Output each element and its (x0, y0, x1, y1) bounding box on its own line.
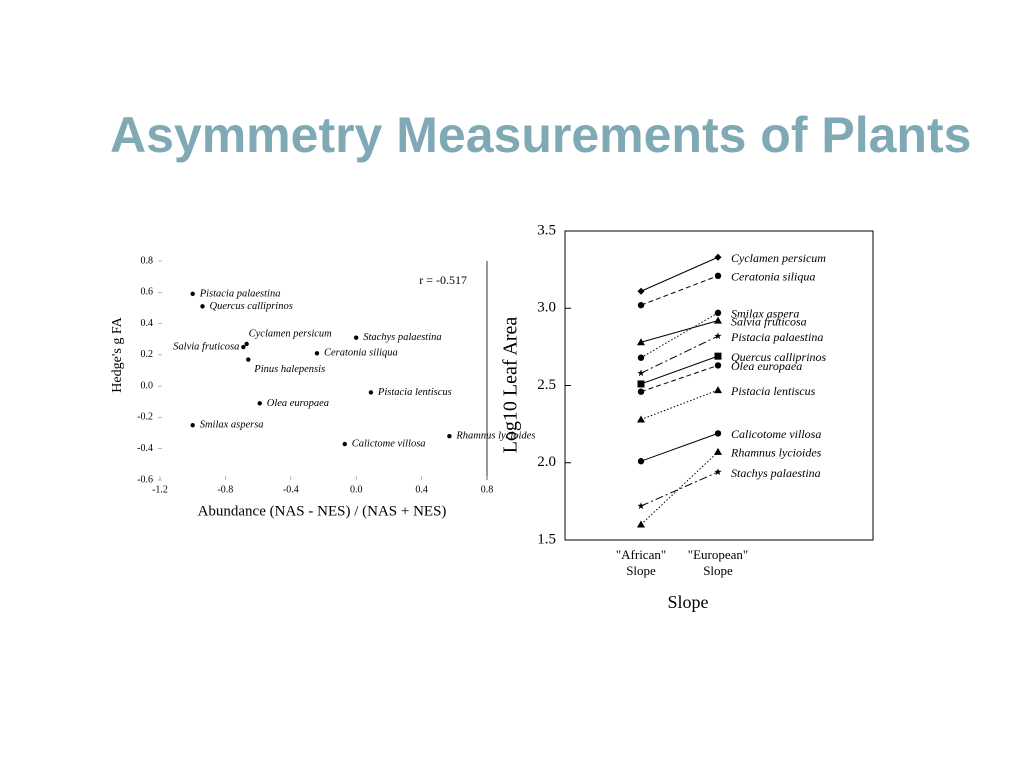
point (447, 434, 452, 439)
marker (714, 430, 722, 437)
y-tick-label: 2.0 (537, 454, 556, 470)
marker (637, 520, 645, 528)
slide-title: Asymmetry Measurements of Plants (110, 107, 971, 163)
x-tick-label: -1.2 (152, 484, 168, 495)
x-tick-label: 0.0 (350, 484, 363, 495)
point-label: Salvia fruticosa (173, 341, 239, 352)
y-axis-label: Log10 Leaf Area (500, 317, 522, 454)
marker (637, 388, 645, 395)
marker (714, 447, 722, 455)
x-tick-label: 0.8 (481, 484, 494, 495)
series-line (640, 471, 719, 507)
x-tick-label: 0.4 (415, 484, 428, 495)
point (246, 357, 251, 362)
marker (637, 338, 645, 346)
series-label: Olea europaea (731, 359, 802, 373)
y-tick-label: -0.6 (137, 474, 153, 485)
y-axis-label: Hedge's g FA (110, 316, 125, 392)
marker (714, 332, 722, 340)
x-axis-label: Slope (667, 592, 708, 612)
marker (637, 287, 645, 295)
point-label: Calictome villosa (352, 438, 426, 449)
series-label: Salvia fruticosa (731, 314, 807, 328)
series-line (640, 432, 719, 462)
x-tick-label: "European" Slope (688, 547, 748, 578)
marker (714, 272, 722, 280)
marker (714, 468, 722, 476)
series-label: Calicotome villosa (731, 427, 821, 441)
point-label: Cyclamen persicum (249, 328, 333, 339)
point-label: Olea europaea (267, 398, 329, 409)
point (314, 351, 320, 356)
point-label: Smilax aspersa (200, 420, 264, 431)
point (190, 423, 195, 428)
series-line (640, 275, 719, 306)
y-tick-label: 0.4 (141, 318, 154, 329)
point-label: Pistacia palaestina (199, 288, 281, 299)
point (241, 344, 246, 350)
series-line (640, 256, 719, 292)
y-tick-label: 0.0 (141, 380, 154, 391)
y-tick-label: 0.6 (141, 287, 154, 298)
point-label: Rhamnus lycioides (455, 431, 535, 442)
point (354, 335, 359, 340)
series-label: Pistacia lentiscus (730, 384, 816, 398)
marker (637, 369, 645, 377)
marker (637, 354, 645, 361)
series-label: Smilax aspera (731, 307, 799, 321)
marker (714, 386, 722, 394)
marker (714, 316, 722, 324)
y-tick-label: 0.8 (141, 255, 154, 266)
series-label: Ceratonia siliqua (731, 270, 815, 284)
y-tick-label: -0.4 (137, 443, 153, 454)
x-axis-label: Abundance (NAS - NES) / (NAS + NES) (198, 503, 447, 519)
point (368, 390, 374, 395)
y-tick-label: 1.5 (537, 531, 556, 547)
point (190, 291, 195, 297)
series-label: Stachys palaestina (731, 466, 821, 480)
marker (714, 309, 722, 317)
series-line (640, 364, 719, 393)
y-tick-label: 2.5 (537, 377, 556, 393)
series-label: Cyclamen persicum (731, 251, 826, 265)
point (257, 401, 262, 406)
marker (637, 458, 645, 465)
x-tick-label: -0.8 (217, 484, 233, 495)
series-label: Rhamnus lycioides (730, 446, 822, 460)
series-line (640, 312, 719, 359)
point-label: Quercus calliprinos (210, 301, 293, 312)
y-tick-label: 3.0 (537, 300, 556, 316)
y-tick-label: 0.2 (141, 349, 154, 360)
marker (714, 362, 722, 369)
series-line (640, 389, 719, 420)
series-label: Pistacia palaestina (730, 330, 823, 344)
series-label: Quercus calliprinos (731, 350, 827, 364)
series-line (640, 335, 719, 374)
marker (714, 253, 722, 261)
y-tick-label: -0.2 (137, 412, 153, 423)
marker (637, 415, 645, 423)
marker (637, 301, 645, 309)
annotation: r = -0.517 (419, 273, 467, 287)
x-tick-label: "African" Slope (616, 547, 666, 578)
marker (637, 380, 645, 388)
y-tick-label: 3.5 (537, 222, 556, 238)
marker (714, 352, 722, 360)
point (244, 341, 249, 347)
point (200, 304, 205, 309)
series-line (640, 355, 719, 385)
point-label: Stachys palaestina (363, 332, 441, 343)
point (342, 441, 347, 447)
marker (637, 502, 645, 510)
series-line (640, 320, 719, 343)
series-line (640, 451, 719, 525)
point-label: Ceratonia siliqua (324, 348, 398, 359)
x-tick-label: -0.4 (283, 484, 299, 495)
point-label: Pinus halepensis (253, 364, 325, 375)
point-label: Pistacia lentiscus (377, 387, 452, 398)
